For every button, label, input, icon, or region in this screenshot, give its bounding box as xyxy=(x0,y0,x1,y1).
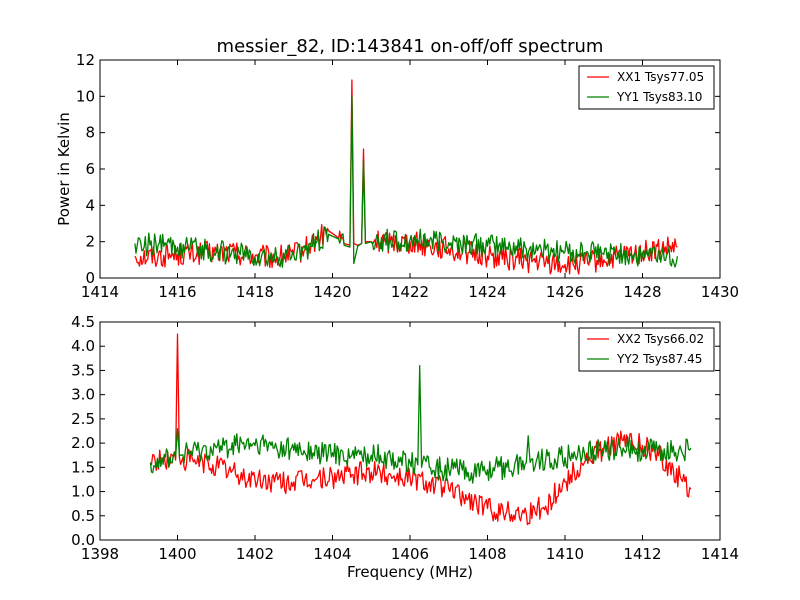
x-tick-label: 1418 xyxy=(236,283,274,301)
y-tick-label: 3.5 xyxy=(71,361,95,379)
x-tick-label: 1406 xyxy=(391,545,429,563)
bottom-panel: 1398 1400 1402 1404 1406 1408 1410 1412 1414 0.0 0… xyxy=(71,313,739,581)
legend-label: YY1 Tsys83.10 xyxy=(616,90,702,104)
series-line-yy xyxy=(134,95,679,268)
y-tick-label: 12 xyxy=(76,51,95,69)
x-tick-label: 1428 xyxy=(623,283,661,301)
x-tick-label: 1408 xyxy=(468,545,506,563)
y-tick-label: 8 xyxy=(85,124,95,142)
y-tick-label: 4 xyxy=(85,196,95,214)
y-tick-label: 6 xyxy=(85,160,95,178)
x-tick-label: 1422 xyxy=(391,283,429,301)
x-tick-label: 1410 xyxy=(546,545,584,563)
y-tick-label: 4.5 xyxy=(71,313,95,331)
x-tick-label: 1426 xyxy=(546,283,584,301)
x-tick-label: 1414 xyxy=(701,545,739,563)
x-tick-label: 1414 xyxy=(81,283,119,301)
legend-label: YY2 Tsys87.45 xyxy=(616,352,702,366)
x-tick-label: 1402 xyxy=(236,545,274,563)
x-tick-label: 1424 xyxy=(468,283,506,301)
x-tick-label: 1398 xyxy=(81,545,119,563)
y-tick-label: 0.0 xyxy=(71,531,95,549)
y-tick-label: 1.0 xyxy=(71,483,95,501)
y-tick-label: 0 xyxy=(85,269,95,287)
x-tick-label: 1416 xyxy=(158,283,196,301)
y-tick-label: 1.5 xyxy=(71,458,95,476)
x-tick-label: 1430 xyxy=(701,283,739,301)
x-axis-label: Frequency (MHz) xyxy=(347,563,473,581)
legend-label: XX1 Tsys77.05 xyxy=(617,70,704,84)
top-panel: 1414 1416 1418 1420 1422 1424 1426 1428 1430 0 2 4 6… xyxy=(55,51,739,301)
x-tick-label: 1404 xyxy=(313,545,351,563)
series-line-xx xyxy=(149,333,692,526)
y-tick-label: 2 xyxy=(85,233,95,251)
legend: XX1 Tsys77.05 YY1 Tsys83.10 xyxy=(578,65,715,110)
y-tick-label: 2.0 xyxy=(71,434,95,452)
series-line-yy xyxy=(149,364,692,484)
y-tick-label: 10 xyxy=(76,87,95,105)
y-axis-label: Power in Kelvin xyxy=(55,112,73,226)
x-tick-label: 1420 xyxy=(313,283,351,301)
legend-box xyxy=(578,327,715,372)
y-tick-label: 0.5 xyxy=(71,507,95,525)
x-tick-label: 1412 xyxy=(623,545,661,563)
legend-label: XX2 Tsys66.02 xyxy=(617,332,704,346)
x-tick-label: 1400 xyxy=(158,545,196,563)
y-tick-label: 2.5 xyxy=(71,410,95,428)
legend: XX2 Tsys66.02 YY2 Tsys87.45 xyxy=(578,327,715,372)
legend-box xyxy=(578,65,715,110)
y-tick-label: 4.0 xyxy=(71,337,95,355)
chart-title: messier_82, ID:143841 on-off/off spectru… xyxy=(217,36,604,57)
y-tick-label: 3.0 xyxy=(71,386,95,404)
